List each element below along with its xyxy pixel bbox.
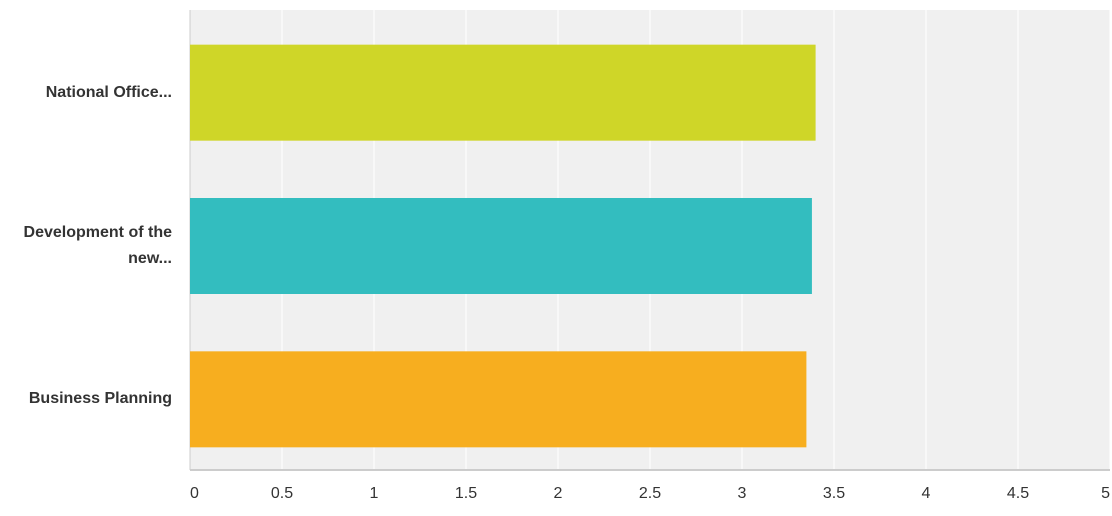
x-tick-label: 3.5: [823, 485, 845, 502]
bar: [190, 44, 816, 141]
y-tick-label: National Office...: [45, 83, 172, 101]
x-tick-label: 2: [554, 485, 563, 502]
x-tick-label: 1.5: [455, 485, 477, 502]
x-tick-label: 0: [190, 485, 199, 502]
x-tick-label: 0.5: [271, 485, 293, 502]
bar: [190, 351, 807, 448]
x-tick-label: 3: [738, 485, 747, 502]
x-tick-label: 4.5: [1007, 485, 1029, 502]
y-tick-label: Development of the new...: [23, 224, 172, 267]
x-tick-label: 1: [370, 485, 379, 502]
x-tick-label: 2.5: [639, 485, 661, 502]
x-tick-label: 5: [1101, 485, 1110, 502]
y-tick-label: Business Planning: [28, 390, 172, 408]
x-tick-label: 4: [922, 485, 931, 502]
bar: [190, 198, 812, 294]
